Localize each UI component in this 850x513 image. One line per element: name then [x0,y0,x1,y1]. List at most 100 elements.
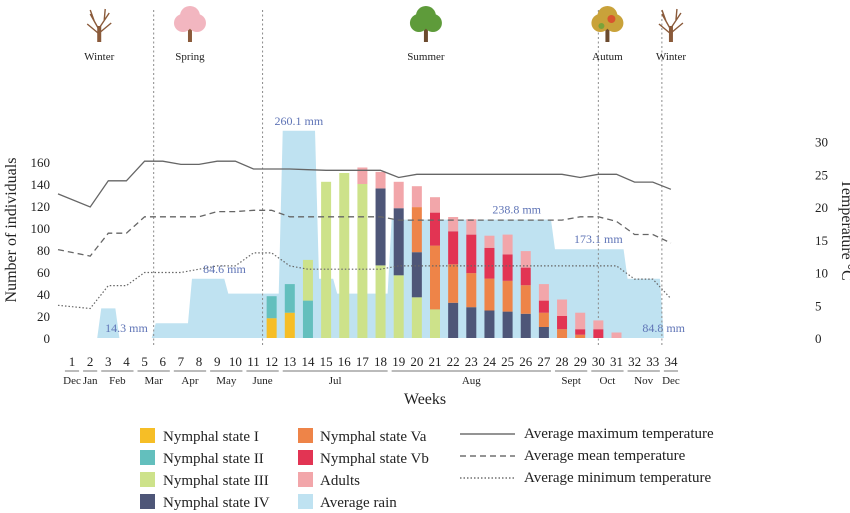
x-tick-label: 23 [465,354,478,369]
bar-segment [393,181,404,209]
tree-branches [658,8,684,35]
month-label: Jan [83,375,98,387]
legend-label-nymph-va: Nymphal state Va [320,429,427,445]
autumn-tree-icon: Autum [591,6,624,63]
x-tick-label: 11 [247,354,260,369]
x-tick-label: 27 [537,354,551,369]
rain-label: 84.8 mm [642,321,685,335]
bare-tree-icon: Winter [656,8,686,63]
month-label: Apr [181,375,198,387]
x-tick-label: 5 [141,354,148,369]
bar-segment [484,235,495,248]
tree-canopy [597,6,618,26]
season-label: Spring [175,51,205,63]
legend-swatch-nymph-i [140,428,155,443]
blossom-tree-icon: Spring [173,6,206,63]
bar-segment [357,167,368,184]
x-axis-title: Weeks [404,391,446,408]
month-label: Aug [462,375,481,387]
legend-swatch-rain [298,494,313,509]
bar-segment [466,273,477,308]
x-tick-label: 31 [610,354,623,369]
bar-segment [502,280,513,312]
y-right-tick-label: 30 [815,135,828,150]
tree-canopy [607,15,616,23]
y-tick-label: 40 [37,287,50,302]
legend-label-tmax: Average maximum temperature [524,426,714,442]
bar-segment [611,332,622,338]
season-label: Winter [84,51,114,63]
legend-label-tmean: Average mean temperature [524,448,686,464]
season-label: Winter [656,51,686,63]
x-tick-label: 25 [501,354,514,369]
bar-segment [357,184,368,338]
bar-segment [520,285,531,314]
bar-segment [520,251,531,268]
rain-area-layer: 14.3 mm 84.6 mm 260.1 mm 238.8 mm 173.1 mm 84… [58,114,686,338]
bar-segment [557,316,568,330]
bar-segment [593,320,604,330]
x-tick-label: 16 [338,354,352,369]
x-tick-label: 33 [646,354,659,369]
bare-tree-icon: Winter [84,8,115,63]
legend-label-nymph-iii: Nymphal state III [163,473,269,489]
rain-label: 84.6 mm [203,262,246,276]
tree-canopy [415,6,436,26]
bar-segment [411,207,422,253]
legend-label-nymph-iv: Nymphal state IV [163,495,270,511]
y-axis-title: Number of individuals [3,158,20,303]
y-right-tick-label: 0 [815,331,822,346]
season-layer: Winter Spring Summer Autum Winter [84,6,686,63]
x-tick-label: 20 [410,354,423,369]
legend-label-nymph-vb: Nymphal state Vb [320,451,429,467]
bar-segment [430,309,440,338]
bar-segment [302,300,313,338]
x-tick-label: 14 [301,354,315,369]
tree-branches [86,8,112,35]
bar-segment [520,313,531,338]
bar-segment [266,318,277,338]
x-tick-label: 1 [69,354,76,369]
month-label: Oct [599,375,615,387]
bar-segment [284,312,295,338]
bar-segment [393,275,404,338]
bar-segment [448,264,459,303]
bar-segment [466,307,477,338]
bar-segment [502,234,513,255]
x-tick-label: 4 [123,354,130,369]
month-label: Dec [63,375,81,387]
legend-swatch-adults [298,472,313,487]
y-tick-label: 140 [31,177,51,192]
y-right-tick-label: 5 [815,298,822,313]
x-tick-label: 7 [178,354,185,369]
month-label: May [216,375,237,387]
bar-layer [266,167,622,338]
x-tick-label: 19 [392,354,405,369]
x-tick-label: 3 [105,354,112,369]
month-label: Feb [109,375,126,387]
bar-segment [520,267,531,286]
bar-segment [575,334,586,338]
legend-label-tmin: Average minimum temperature [524,470,711,486]
x-tick-label: 34 [664,354,678,369]
x-tick-label: 13 [283,354,296,369]
y-tick-label: 20 [37,309,50,324]
season-label: Autum [592,51,623,63]
bar-segment [448,231,459,265]
temperature-line-mean [57,209,672,257]
bar-segment [411,252,422,298]
bar-segment [339,173,350,338]
month-label: Mar [145,375,164,387]
bar-segment [593,329,604,338]
legend-swatch-nymph-ii [140,450,155,465]
tree-trunk [423,26,428,42]
bar-segment [448,217,459,232]
y-right-tick-label: 10 [815,266,828,281]
legend-swatch-nymph-vb [298,450,313,465]
y-right-tick-label: 25 [815,167,828,182]
legend-swatch-nymph-iii [140,472,155,487]
bar-segment [375,188,386,266]
x-tick-label: 9 [214,354,221,369]
bar-segment [430,245,440,310]
x-tick-label: 18 [374,354,387,369]
